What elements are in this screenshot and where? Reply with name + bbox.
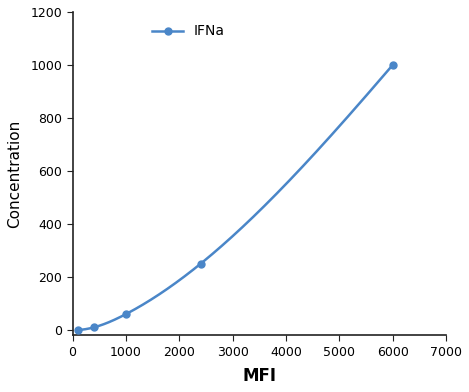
IFNa [198, 261, 204, 266]
IFNa [123, 312, 129, 316]
IFNa [390, 63, 395, 67]
IFNa [75, 328, 81, 332]
Legend: IFNa: IFNa [147, 19, 231, 44]
X-axis label: MFI: MFI [242, 367, 276, 385]
Y-axis label: Concentration: Concentration [7, 120, 22, 228]
IFNa [91, 325, 97, 330]
Line: IFNa: IFNa [75, 62, 396, 334]
